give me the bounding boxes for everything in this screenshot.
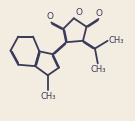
Text: CH₃: CH₃ xyxy=(90,65,106,74)
Text: O: O xyxy=(46,12,53,21)
Text: O: O xyxy=(96,9,103,18)
Text: CH₃: CH₃ xyxy=(40,92,55,101)
Text: O: O xyxy=(75,8,82,17)
Text: CH₃: CH₃ xyxy=(109,36,124,45)
